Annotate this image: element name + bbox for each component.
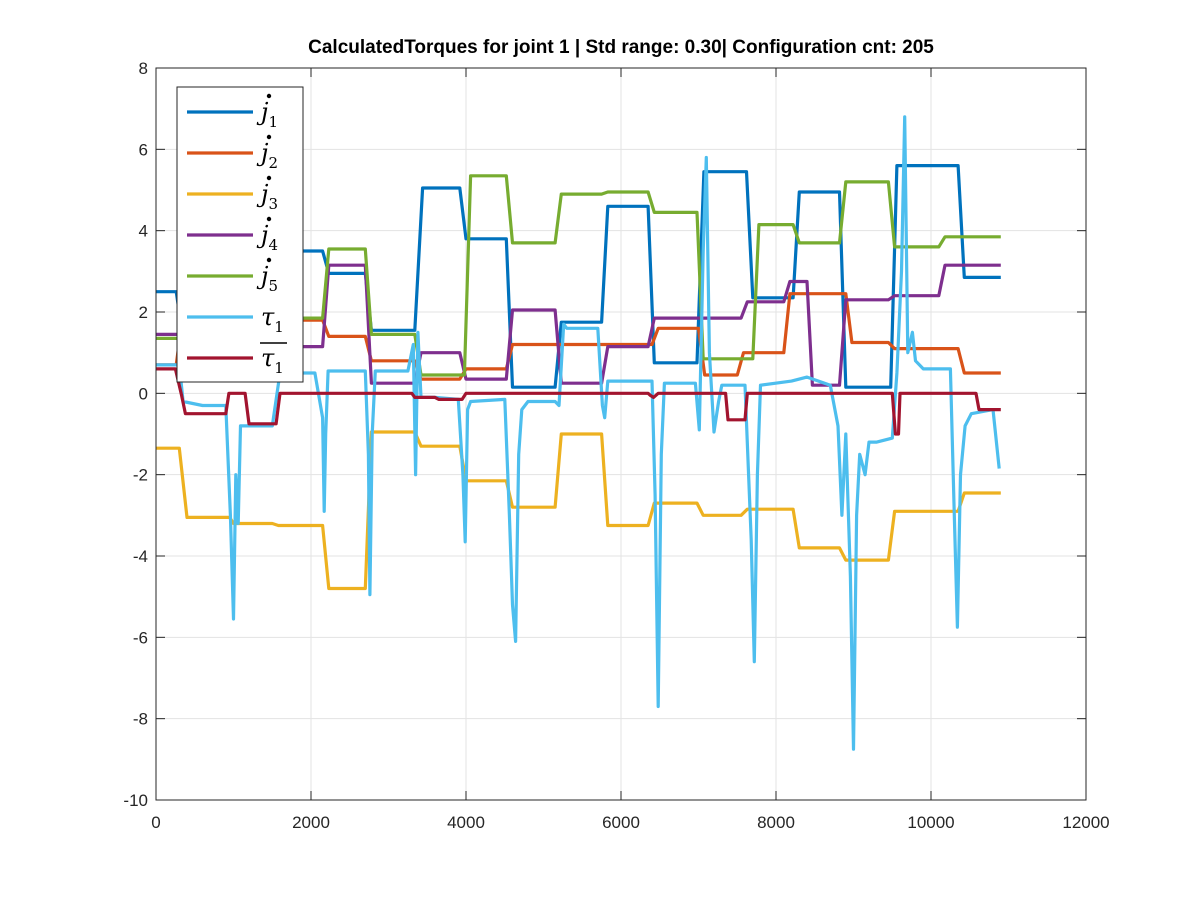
series-line-6: [156, 115, 1001, 751]
x-tick-label: 10000: [907, 813, 954, 832]
tick-labels: 0 2000 4000 6000 8000 10000 12000 -10 -8 -6 -4 -2 0 2…: [123, 59, 1109, 832]
x-tick-label: 8000: [757, 813, 795, 832]
y-tick-label: 0: [139, 384, 148, 403]
x-tick-label: 4000: [447, 813, 485, 832]
grid: [156, 68, 1086, 800]
y-tick-label: -2: [133, 466, 148, 485]
legend-dot-accent: [266, 93, 272, 99]
legend-dot-accent: [266, 175, 272, 181]
legend-dot-accent: [266, 257, 272, 263]
series-layer: [156, 115, 1001, 751]
y-tick-label: -6: [133, 628, 148, 647]
y-tick-label: -4: [133, 547, 148, 566]
axes: [155, 67, 1087, 801]
x-tick-label: 6000: [602, 813, 640, 832]
y-tick-label: 2: [139, 303, 148, 322]
series-line-3: [156, 430, 1001, 591]
series-line-2: [156, 292, 1001, 381]
y-tick-label: 8: [139, 59, 148, 78]
x-tick-label: 2000: [292, 813, 330, 832]
x-tick-label: 12000: [1062, 813, 1109, 832]
y-tick-label: 4: [139, 222, 148, 241]
x-tick-label: 0: [151, 813, 160, 832]
y-tick-label: -8: [133, 710, 148, 729]
y-tick-label: -10: [123, 791, 148, 810]
chart-title: CalculatedTorques for joint 1 | Std rang…: [308, 37, 934, 58]
y-tick-label: 6: [139, 140, 148, 159]
series-line-5: [156, 174, 1001, 377]
legend-dot-accent: [266, 134, 272, 140]
series-line-7: [156, 367, 1001, 436]
series-line-4: [156, 263, 1001, 387]
legend-dot-accent: [266, 216, 272, 222]
legend-entry[interactable]: j2: [187, 134, 278, 172]
